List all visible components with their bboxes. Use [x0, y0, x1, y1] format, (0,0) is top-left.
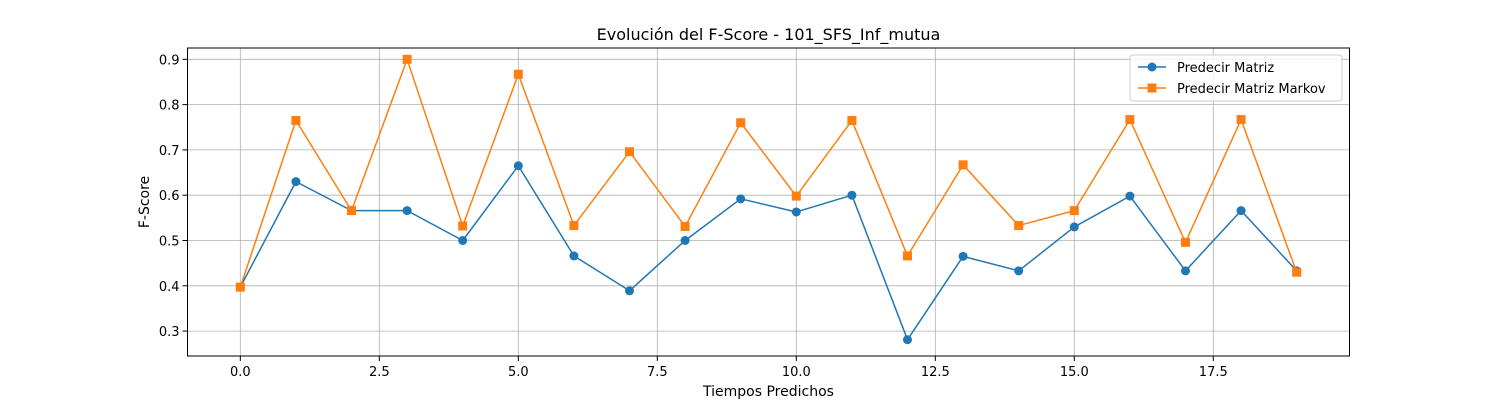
data-point: [625, 286, 635, 296]
data-point: [791, 207, 801, 217]
y-axis: 0.3 0.4 0.5 0.6 0.7 0.8 0.9: [159, 53, 188, 340]
legend-label-predecir-matriz-markov: Predecir Matriz Markov: [1177, 82, 1326, 97]
data-point: [569, 251, 579, 261]
x-tick-label: 17.5: [1199, 365, 1228, 380]
x-axis: 0.0 2.5 5.0 7.5 10.0 12.5 15.0 17.5: [230, 356, 1228, 380]
data-point: [1069, 206, 1079, 216]
x-tick-label: 5.0: [508, 365, 529, 380]
plot-frame: [187, 47, 1350, 357]
data-point: [1180, 237, 1190, 247]
y-tick-label: 0.6: [159, 189, 180, 204]
data-point: [1125, 191, 1135, 201]
data-point: [680, 221, 690, 231]
legend-label-predecir-matriz: Predecir Matriz: [1177, 61, 1274, 76]
data-point: [680, 236, 690, 245]
series-line-predecir-matriz-markov: [239, 58, 1298, 288]
data-point: [902, 335, 912, 345]
data-point: [1180, 266, 1190, 276]
y-tick-label: 0.7: [159, 144, 180, 159]
series-layer: [235, 54, 1302, 345]
data-point: [402, 54, 412, 64]
legend-frame: [1129, 54, 1343, 102]
data-point: [791, 191, 801, 201]
data-point: [1292, 267, 1302, 277]
x-tick-label: 12.5: [921, 365, 950, 380]
data-point: [736, 194, 746, 204]
data-point: [291, 177, 301, 187]
data-point: [847, 115, 857, 125]
data-point: [1014, 266, 1024, 276]
series-predecir-matriz-markov: [235, 54, 1302, 292]
data-point: [569, 221, 579, 231]
series-line-predecir-matriz: [239, 165, 1298, 341]
legend-marker-predecir-matriz-markov: [1147, 83, 1157, 93]
y-tick-label: 0.5: [159, 235, 180, 250]
data-point: [402, 206, 412, 216]
x-tick-label: 10.0: [782, 365, 811, 380]
x-tick-label: 15.0: [1060, 365, 1089, 380]
data-point: [1236, 206, 1246, 216]
data-point: [291, 115, 301, 125]
y-tick-label: 0.4: [159, 280, 180, 295]
data-point: [625, 147, 635, 157]
data-point: [235, 282, 245, 292]
chart-title: Evolución del F-Score - 101_SFS_Inf_mutu…: [597, 25, 941, 45]
legend: Predecir Matriz Predecir Matriz Markov: [1129, 54, 1343, 102]
data-point: [1014, 221, 1024, 231]
data-point: [958, 251, 968, 261]
x-tick-label: 2.5: [369, 365, 390, 380]
y-axis-title: F-Score: [137, 176, 153, 228]
data-point: [1236, 115, 1246, 125]
legend-marker-predecir-matriz: [1147, 62, 1157, 72]
data-point: [902, 251, 912, 261]
x-tick-label: 0.0: [230, 365, 251, 380]
data-point: [513, 161, 523, 171]
data-point: [958, 160, 968, 170]
x-tick-label: 7.5: [647, 365, 668, 380]
data-point: [1069, 222, 1079, 232]
data-point: [513, 69, 523, 79]
data-point: [736, 118, 746, 128]
y-tick-label: 0.9: [159, 53, 180, 68]
data-point: [847, 190, 857, 200]
x-axis-title: Tiempos Predichos: [702, 384, 834, 400]
data-point: [347, 206, 357, 216]
data-point: [458, 221, 468, 231]
series-predecir-matriz: [235, 161, 1302, 345]
data-point: [458, 236, 468, 245]
y-tick-label: 0.3: [159, 325, 180, 340]
y-tick-label: 0.8: [159, 99, 180, 114]
data-point: [1125, 115, 1135, 125]
grid: [187, 48, 1350, 356]
